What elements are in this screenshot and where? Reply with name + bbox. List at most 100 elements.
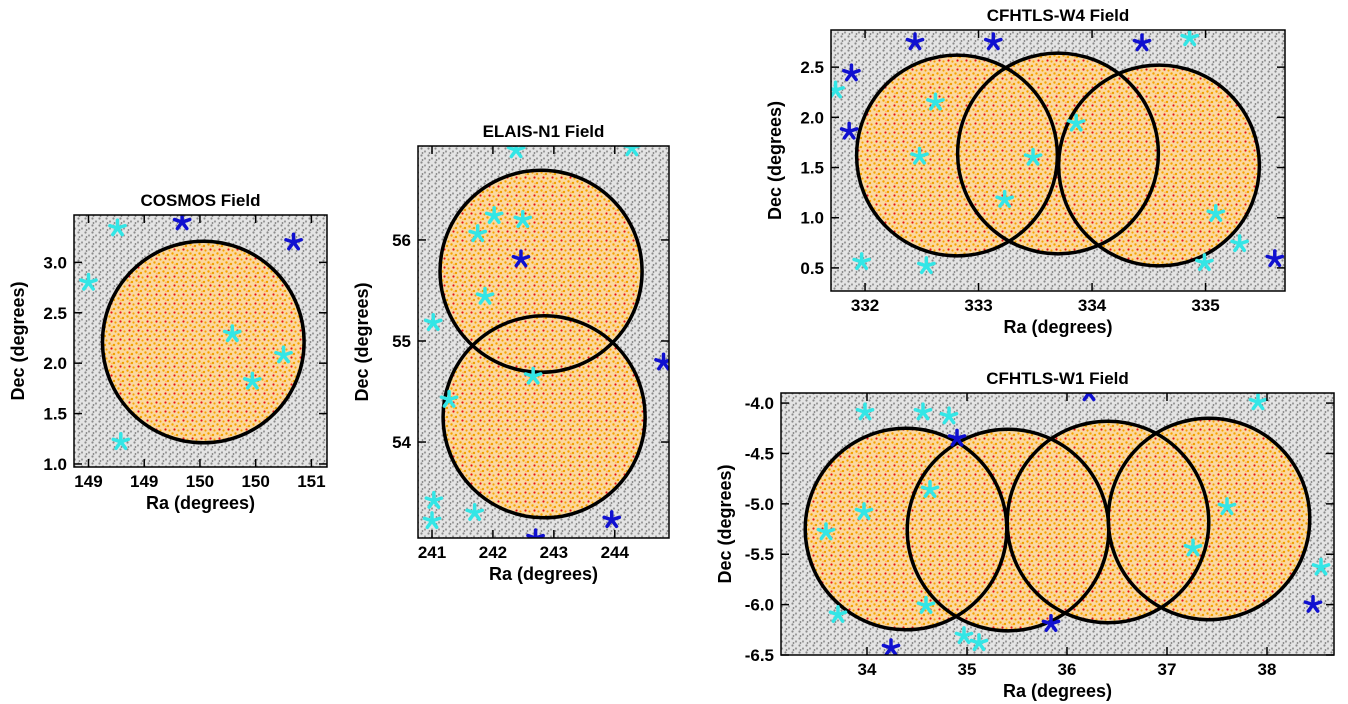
- y-axis-label: Dec (degrees): [8, 281, 28, 400]
- y-tick-label: 2.5: [43, 304, 67, 323]
- y-tick-label: 54: [392, 433, 411, 452]
- star: [1311, 557, 1331, 576]
- y-tick-label: 56: [392, 231, 411, 250]
- star: [926, 92, 945, 111]
- x-tick-label: 244: [601, 543, 630, 562]
- star: [1195, 253, 1214, 272]
- star: [1248, 393, 1268, 411]
- star: [513, 210, 533, 228]
- star: [1303, 594, 1323, 613]
- star: [916, 595, 936, 614]
- y-tick-label: -4.5: [745, 444, 774, 463]
- star: [475, 286, 495, 305]
- star: [916, 256, 936, 275]
- plot-area: [79, 215, 306, 451]
- panel: 34 35 36 37 38 -4.0 -4.5 -5.0 -5.5 -6.0 -6.5 CFHTLS…: [715, 369, 1335, 701]
- panel: 241 242 243 244 54 55 56 ELAIS-N1 Field Ra (degr…: [352, 122, 670, 584]
- y-tick-label: -6.0: [745, 596, 774, 615]
- field-fill: [443, 315, 646, 518]
- frame: [417, 145, 670, 539]
- star: [839, 121, 859, 140]
- y-tick-label: 1.5: [800, 159, 824, 178]
- x-axis-label: Ra (degrees): [489, 564, 598, 584]
- y-tick-label: 55: [392, 332, 411, 351]
- star: [484, 205, 504, 224]
- star: [1230, 234, 1249, 253]
- y-axis-label: Dec (degrees): [765, 101, 785, 220]
- star: [1265, 249, 1285, 268]
- star: [855, 402, 875, 421]
- y-tick-label: 1.0: [43, 455, 67, 474]
- x-tick-label: 151: [297, 472, 325, 491]
- y-axis-label: Dec (degrees): [352, 282, 372, 401]
- x-tick-label: 241: [418, 543, 446, 562]
- plot-area: [831, 30, 1285, 275]
- star: [920, 479, 940, 498]
- y-tick-label: 0.5: [800, 259, 824, 278]
- star: [111, 432, 131, 451]
- x-tick-label: 334: [1078, 296, 1107, 315]
- star: [172, 215, 192, 231]
- chart-title: COSMOS Field: [141, 191, 261, 210]
- star: [465, 502, 485, 521]
- chart-title: CFHTLS-W4 Field: [987, 6, 1130, 25]
- star: [1082, 393, 1096, 402]
- x-tick-label: 242: [479, 543, 507, 562]
- x-tick-label: 333: [964, 296, 992, 315]
- star: [1066, 113, 1086, 132]
- star: [424, 490, 444, 509]
- x-axis-label: Ra (degrees): [146, 493, 255, 513]
- star: [1041, 614, 1061, 632]
- star: [602, 510, 622, 529]
- star: [526, 528, 545, 538]
- star: [910, 146, 929, 165]
- star: [511, 249, 531, 268]
- star: [854, 502, 874, 521]
- frame: [780, 392, 1335, 656]
- field-boundary: [1056, 63, 1262, 268]
- panel: 332 333 334 335 0.5 1.0 1.5 2.0 2.5 CFHTLS-W4 Fie…: [765, 6, 1286, 337]
- star: [1023, 147, 1043, 166]
- star: [881, 638, 901, 655]
- x-tick-label: 37: [1158, 660, 1177, 679]
- x-tick-label: 34: [858, 660, 877, 679]
- star: [913, 402, 933, 421]
- field-boundary: [100, 239, 306, 445]
- field-boundary: [854, 53, 1060, 258]
- y-tick-label: -5.5: [745, 545, 774, 564]
- x-tick-label: 243: [540, 543, 568, 562]
- chart-title: ELAIS-N1 Field: [483, 122, 605, 141]
- star: [422, 511, 442, 530]
- field-boundary: [441, 313, 647, 520]
- x-tick-label: 150: [241, 472, 269, 491]
- star: [622, 146, 642, 157]
- plot-area: [803, 393, 1331, 655]
- x-tick-label: 332: [851, 296, 879, 315]
- y-tick-label: -5.0: [745, 495, 774, 514]
- chart-title: CFHTLS-W1 Field: [986, 369, 1129, 388]
- star: [468, 224, 488, 243]
- field-boundary: [955, 51, 1161, 256]
- y-tick-label: 1.5: [43, 405, 67, 424]
- x-tick-label: 335: [1191, 296, 1219, 315]
- star: [852, 252, 872, 271]
- star: [828, 604, 848, 623]
- star: [222, 324, 242, 343]
- field-boundary: [1005, 419, 1211, 625]
- y-tick-label: -6.5: [745, 646, 774, 665]
- y-tick-label: 2.5: [800, 58, 824, 77]
- y-tick-label: 3.0: [43, 253, 67, 272]
- frame: [830, 29, 1286, 292]
- star: [995, 189, 1015, 208]
- star: [969, 633, 989, 652]
- star: [905, 32, 925, 51]
- star: [842, 63, 861, 82]
- star: [947, 428, 967, 447]
- field-fill: [102, 241, 305, 443]
- x-tick-label: 149: [130, 472, 158, 491]
- star: [1132, 33, 1152, 52]
- star: [1217, 497, 1237, 516]
- field-boundary: [1106, 416, 1312, 622]
